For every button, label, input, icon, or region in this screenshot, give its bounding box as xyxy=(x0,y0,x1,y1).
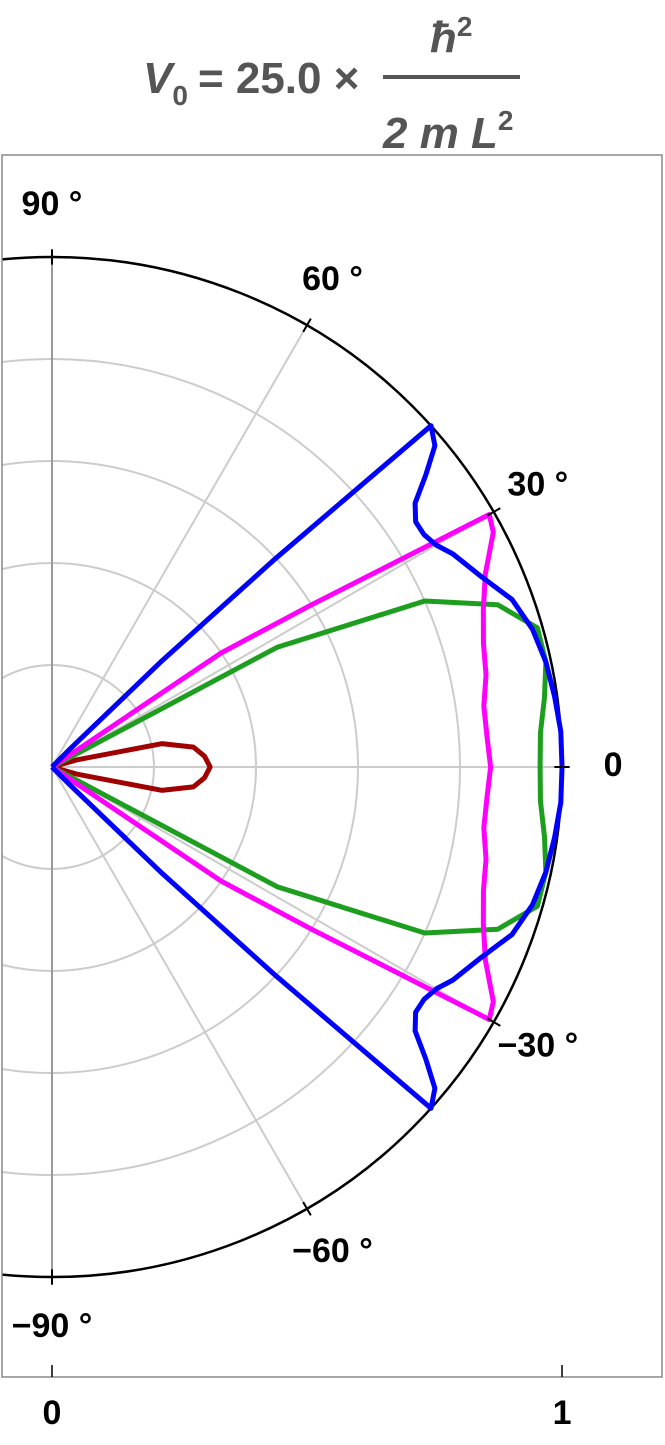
title-middle: = 25.0 × xyxy=(198,54,359,103)
angle-grid-line xyxy=(51,766,308,1210)
angle-tick-label: −30 ° xyxy=(498,1027,579,1065)
frame xyxy=(1,154,663,1378)
angle-tick-label: 60 ° xyxy=(302,260,363,298)
series-line xyxy=(50,598,549,936)
series-line xyxy=(50,512,496,1022)
title-denominator: 2 m L2 xyxy=(382,105,514,158)
angle-tick xyxy=(302,1201,312,1216)
title-symbol: V xyxy=(143,54,176,103)
angle-tick xyxy=(302,318,312,333)
angle-tick-label: 90 ° xyxy=(22,185,83,223)
title-numerator: ħ2 xyxy=(430,11,472,62)
angle-grid-line xyxy=(51,766,495,1023)
title-numerator-symbol: ħ xyxy=(430,13,457,62)
labels: 90 ° 60 ° 30 ° 0 −30 ° −60 ° −90 ° 0 1 xyxy=(12,185,623,1432)
series-line xyxy=(51,741,213,793)
angle-tick-label: 0 xyxy=(604,746,623,784)
angle-tick-label: −60 ° xyxy=(292,1232,373,1270)
angle-tick-label: 30 ° xyxy=(507,465,568,503)
angle-tick-label: −90 ° xyxy=(12,1307,93,1345)
angle-grid-line xyxy=(51,511,495,768)
x-tick-label: 0 xyxy=(43,1394,62,1432)
plot-area xyxy=(2,249,570,1285)
x-tick-label: 1 xyxy=(553,1394,572,1432)
angle-tick xyxy=(486,1017,501,1027)
title-subscript: 0 xyxy=(172,80,188,111)
title-main: V0 = 25.0 × xyxy=(143,54,359,111)
title-denominator-power: 2 xyxy=(498,105,514,136)
title-denominator-text: 2 m L xyxy=(382,109,498,158)
angle-tick xyxy=(486,507,501,517)
title-numerator-power: 2 xyxy=(457,11,473,42)
angle-grid-line xyxy=(51,324,308,768)
chart-title: V0 = 25.0 × ħ2 2 m L2 xyxy=(143,11,520,158)
